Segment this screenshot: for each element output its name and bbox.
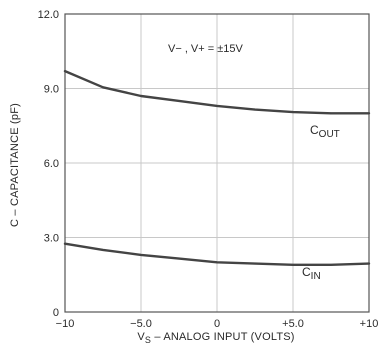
y-tick-label-3: 9.0 bbox=[44, 84, 59, 96]
y-tick-label-2: 6.0 bbox=[44, 158, 59, 170]
series-label-cin-main: C bbox=[302, 265, 311, 279]
data-point-c-in-4 bbox=[216, 261, 218, 263]
series-label-cout-sub: OUT bbox=[319, 129, 340, 140]
data-point-c-out-6 bbox=[292, 111, 294, 113]
x-tick-label-4: +10 bbox=[360, 318, 379, 330]
grid-lines bbox=[64, 13, 370, 313]
x-tick-label-0: −10 bbox=[56, 318, 75, 330]
data-point-c-in-3 bbox=[178, 258, 180, 260]
data-point-c-in-5 bbox=[254, 262, 256, 265]
data-point-c-in-6 bbox=[292, 264, 294, 266]
x-tick-label-1: −5.0 bbox=[130, 318, 152, 330]
x-tick-label-3: +5.0 bbox=[282, 318, 304, 330]
y-tick-label-4: 12.0 bbox=[38, 9, 59, 21]
series-label-cout-main: C bbox=[310, 123, 319, 137]
y-tick-label-0: 0 bbox=[53, 307, 59, 319]
data-point-c-out-0 bbox=[64, 70, 66, 72]
y-tick-label-1: 3.0 bbox=[44, 233, 59, 245]
data-point-c-out-3 bbox=[178, 100, 180, 102]
data-point-c-out-4 bbox=[216, 105, 218, 107]
x-tick-label-2: 0 bbox=[214, 318, 220, 330]
plot-frame bbox=[64, 13, 370, 313]
data-point-c-out-8 bbox=[368, 112, 370, 114]
x-axis-title-sub: S bbox=[145, 335, 151, 345]
plot-border bbox=[64, 13, 370, 313]
data-point-c-out-5 bbox=[254, 109, 256, 111]
data-point-c-in-7 bbox=[330, 264, 332, 266]
data-point-c-out-7 bbox=[330, 112, 332, 114]
data-point-c-out-2 bbox=[140, 95, 142, 97]
tick-labels: 0 3.0 6.0 9.0 12.0 −10 −5.0 0 +5.0 +10 bbox=[38, 9, 379, 330]
x-axis-title-v: V bbox=[137, 331, 145, 343]
data-point-c-out-1 bbox=[102, 86, 104, 88]
series-label-cout: COUT bbox=[310, 123, 340, 140]
series-label-cin: CIN bbox=[302, 265, 321, 282]
y-axis-title: C – CAPACITANCE (pF) bbox=[9, 103, 21, 227]
data-point-c-in-1 bbox=[102, 249, 104, 251]
data-point-c-in-0 bbox=[64, 243, 66, 245]
supply-annotation: V− , V+ = ±15V bbox=[168, 43, 243, 55]
data-point-c-in-2 bbox=[140, 254, 142, 256]
data-point-c-in-8 bbox=[368, 262, 370, 265]
series-label-cin-sub: IN bbox=[311, 271, 321, 282]
x-axis-title: VS – ANALOG INPUT (VOLTS) bbox=[137, 331, 294, 345]
x-axis-title-rest: – ANALOG INPUT (VOLTS) bbox=[151, 331, 295, 343]
series-lines bbox=[63, 69, 371, 266]
